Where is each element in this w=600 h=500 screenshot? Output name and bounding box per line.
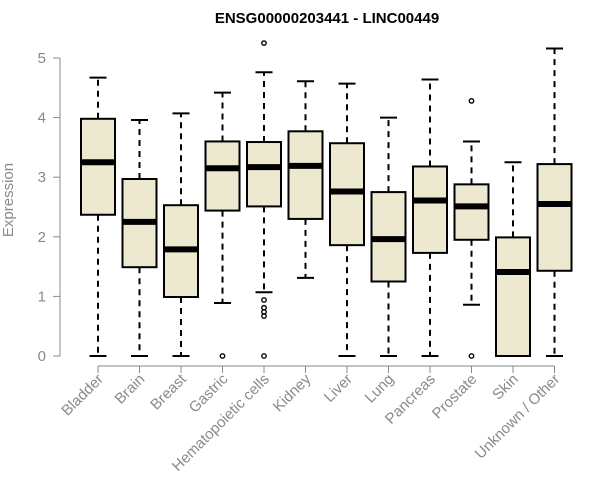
box: [412, 165, 448, 254]
outlier-point: [261, 304, 267, 311]
box-breast: [163, 112, 199, 357]
x-tick-label: Prostate: [429, 371, 481, 423]
y-tick-label: 0: [38, 348, 46, 365]
outlier-point: [261, 40, 267, 46]
box: [536, 163, 573, 272]
box-prostate: [453, 98, 490, 359]
x-tick-label: Brain: [112, 371, 149, 408]
box-gastric: [204, 91, 241, 359]
y-axis: 0 1 2 3 4 5: [38, 50, 61, 365]
box-brain: [121, 118, 158, 357]
box: [246, 141, 282, 208]
box: [453, 183, 490, 241]
boxes-group: [80, 40, 573, 359]
box: [80, 117, 116, 216]
y-tick-label: 5: [38, 50, 46, 67]
y-tick-label: 1: [38, 288, 46, 305]
outlier-point: [468, 353, 475, 359]
x-tick-label: Liver: [321, 371, 356, 406]
outlier-point: [219, 353, 226, 359]
outlier-point: [261, 353, 267, 359]
x-tick-label: Lung: [362, 371, 398, 407]
y-axis-label: Expression: [0, 163, 17, 237]
y-tick-label: 4: [38, 110, 46, 127]
outlier-point: [468, 98, 475, 104]
box-unknown-other: [536, 47, 573, 357]
x-tick-label: Skin: [489, 371, 522, 404]
box-kidney: [287, 80, 324, 279]
box-pancreas: [412, 78, 448, 357]
box: [287, 130, 324, 220]
x-tick-label: Kidney: [270, 370, 315, 415]
box-skin: [495, 161, 531, 357]
box-liver: [329, 82, 365, 357]
x-tick-label: Breast: [147, 370, 190, 413]
box: [495, 236, 531, 357]
outlier-point: [261, 297, 267, 303]
y-tick-label: 3: [38, 169, 46, 186]
y-tick-label: 2: [38, 229, 46, 246]
box-hematopoietic-cells: [246, 40, 282, 359]
x-tick-label: Bladder: [58, 371, 107, 420]
chart-title: ENSG00000203441 - LINC00449: [215, 10, 439, 27]
box: [204, 140, 241, 212]
box-bladder: [80, 76, 116, 357]
box-lung: [370, 116, 407, 357]
